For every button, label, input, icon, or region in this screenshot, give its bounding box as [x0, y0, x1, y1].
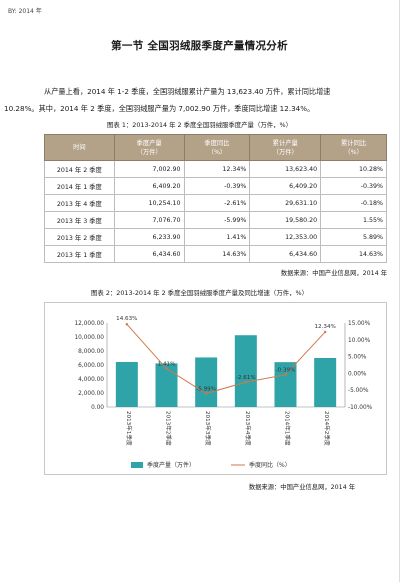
y-right-tick-label: 10.00%	[348, 338, 371, 344]
table-header-cell: 时间	[44, 134, 115, 161]
table-cell: 5.89%	[320, 228, 387, 246]
table-cell: 7,002.90	[113, 160, 185, 178]
table-cell: 6,233.90	[113, 228, 185, 246]
chart-caption: 图表 2：2013-2014 年 2 季度全国羽绒服季度产量及同比增速（万件，%…	[91, 289, 308, 297]
bar	[115, 361, 138, 407]
bar	[155, 363, 178, 407]
table-cell: 1.41%	[183, 228, 251, 246]
table-cell: 19,580.20	[249, 211, 322, 229]
yoy-line	[126, 323, 326, 395]
table-row: 2014 年 2 季度 7,002.90 12.34% 13,623.40 10.28%	[44, 160, 387, 178]
table-cell: 6,409.20	[249, 177, 322, 195]
table-header-row: 时间 季度产量 （万件） 季度同比 （%） 累计产量 （万件） 累计同比 （%）	[44, 134, 387, 161]
table-header-cell: 累计产量 （万件）	[249, 134, 322, 161]
y-right-tick-label: 5.00%	[348, 355, 367, 361]
table-cell: 10,254.10	[113, 194, 185, 212]
production-table: 时间 季度产量 （万件） 季度同比 （%） 累计产量 （万件） 累计同比 （%）…	[44, 134, 387, 263]
header-tag: BY: 2014 年	[8, 8, 42, 15]
yoy-point	[284, 373, 287, 376]
section-title: 第一节 全国羽绒服季度产量情况分析	[111, 40, 288, 52]
y-left-tick-label: 8,000.00	[78, 349, 104, 355]
x-tick-label: 2013年3季度	[204, 411, 212, 446]
table-row: 2013 年 4 季度 10,254.10 -2.61% 29,631.10 -0.18…	[44, 194, 387, 212]
data-label: -5.99%	[196, 387, 216, 393]
y-right-tick-label: 15.00%	[348, 321, 371, 327]
yoy-point	[204, 392, 208, 395]
y-left-tick-label: 12,000.00	[74, 321, 104, 327]
legend-swatch-bars	[131, 462, 143, 468]
y-right-tick-label: 0.00%	[348, 371, 367, 377]
y-left-tick-label: 0.00	[91, 405, 104, 411]
x-tick-label: 2013年1季度	[125, 411, 133, 446]
table-header-cell: 季度产量 （万件）	[113, 134, 185, 161]
table-cell: 2014 年 1 季度	[44, 177, 115, 195]
data-label: 1.41%	[158, 362, 176, 368]
table-cell: 12,353.00	[249, 228, 322, 246]
y-right-tick-label: -10.00%	[348, 405, 373, 411]
table-cell: 2013 年 2 季度	[44, 228, 115, 246]
table-header-cell: 累计同比 （%）	[320, 134, 387, 161]
table-row: 2014 年 1 季度 6,409.20 -0.39% 6,409.20 -0.39%	[44, 177, 387, 195]
table-cell: 2013 年 3 季度	[44, 211, 115, 229]
paragraph-line-2: 10.28%。其中，2014 年 2 季度，全国羽绒服产量为 7,002.90 …	[4, 104, 315, 113]
table-cell: 7,076.70	[113, 211, 185, 229]
y-left-tick-label: 10,000.00	[74, 335, 104, 341]
legend-label: 季度同比（%）	[249, 461, 291, 469]
yoy-point	[323, 330, 327, 334]
table-cell: 2014 年 2 季度	[44, 160, 115, 178]
table-cell: 2013 年 1 季度	[44, 245, 115, 263]
table-cell: -5.99%	[183, 211, 251, 229]
chart-source: 数据来源：中国产业信息网，2014 年	[248, 484, 355, 491]
table-cell: 6,434.60	[113, 245, 185, 263]
table-row: 2013 年 2 季度 6,233.90 1.41% 12,353.00 5.89%	[44, 228, 387, 246]
table-cell: -0.39%	[183, 177, 251, 195]
y-left-tick-label: 2,000.00	[78, 391, 104, 397]
table-cell: 14.63%	[320, 245, 387, 263]
table-cell: 2013 年 4 季度	[44, 194, 115, 212]
table-cell: 29,631.10	[249, 194, 322, 212]
bar	[234, 335, 257, 407]
table-cell: 6,409.20	[113, 177, 185, 195]
table-cell: -2.61%	[183, 194, 251, 212]
x-tick-label: 2014年2季度	[323, 411, 331, 446]
table-cell: -0.39%	[320, 177, 387, 195]
table-row: 2013 年 1 季度 6,434.60 14.63% 6,434.60 14.63%	[44, 245, 387, 263]
table-caption: 图表 1：2013-2014 年 2 季度全国羽绒服季度产量（万件，%）	[107, 121, 292, 129]
data-label: 12.34%	[314, 324, 335, 330]
paragraph-line-1: 从产量上看，2014 年 1-2 季度，全国羽绒服累计产量为 13,623.40…	[44, 87, 331, 96]
y-left-tick-label: 4,000.00	[78, 377, 104, 383]
chart-frame: 0.00 2,000.00 4,000.00 6,000.00 8,000.00 10,0…	[44, 302, 387, 475]
yoy-point	[125, 323, 129, 326]
table-cell: 10.28%	[320, 160, 387, 178]
legend-label: 季度产量（万件）	[147, 461, 195, 469]
data-label: 14.63%	[116, 316, 137, 322]
data-label: -2.61%	[236, 375, 256, 381]
production-chart: 0.00 2,000.00 4,000.00 6,000.00 8,000.00 10,0…	[74, 316, 373, 469]
table-cell: -0.18%	[320, 194, 387, 212]
table-cell: 6,434.60	[249, 245, 322, 263]
x-tick-label: 2013年4季度	[244, 411, 252, 446]
table-cell: 13,623.40	[249, 160, 322, 178]
data-label: -0.39%	[276, 368, 296, 374]
table-cell: 1.55%	[320, 211, 387, 229]
table-source: 数据来源：中国产业信息网，2014 年	[280, 270, 387, 277]
y-left-tick-label: 6,000.00	[78, 363, 104, 369]
bar	[314, 357, 337, 407]
x-tick-label: 2014年1季度	[284, 411, 292, 446]
bar	[274, 362, 297, 407]
table-header-cell: 季度同比 （%）	[183, 134, 251, 161]
yoy-point	[165, 367, 168, 370]
yoy-point	[244, 380, 248, 384]
body-paragraph: 从产量上看，2014 年 1-2 季度，全国羽绒服累计产量为 13,623.40…	[4, 83, 387, 117]
table-cell: 14.63%	[183, 245, 251, 263]
x-tick-label: 2013年2季度	[165, 411, 173, 446]
y-right-tick-label: -5.00%	[348, 388, 369, 394]
table-row: 2013 年 3 季度 7,076.70 -5.99% 19,580.20 1.55%	[44, 211, 387, 229]
table-cell: 12.34%	[183, 160, 251, 178]
bar	[195, 357, 218, 407]
